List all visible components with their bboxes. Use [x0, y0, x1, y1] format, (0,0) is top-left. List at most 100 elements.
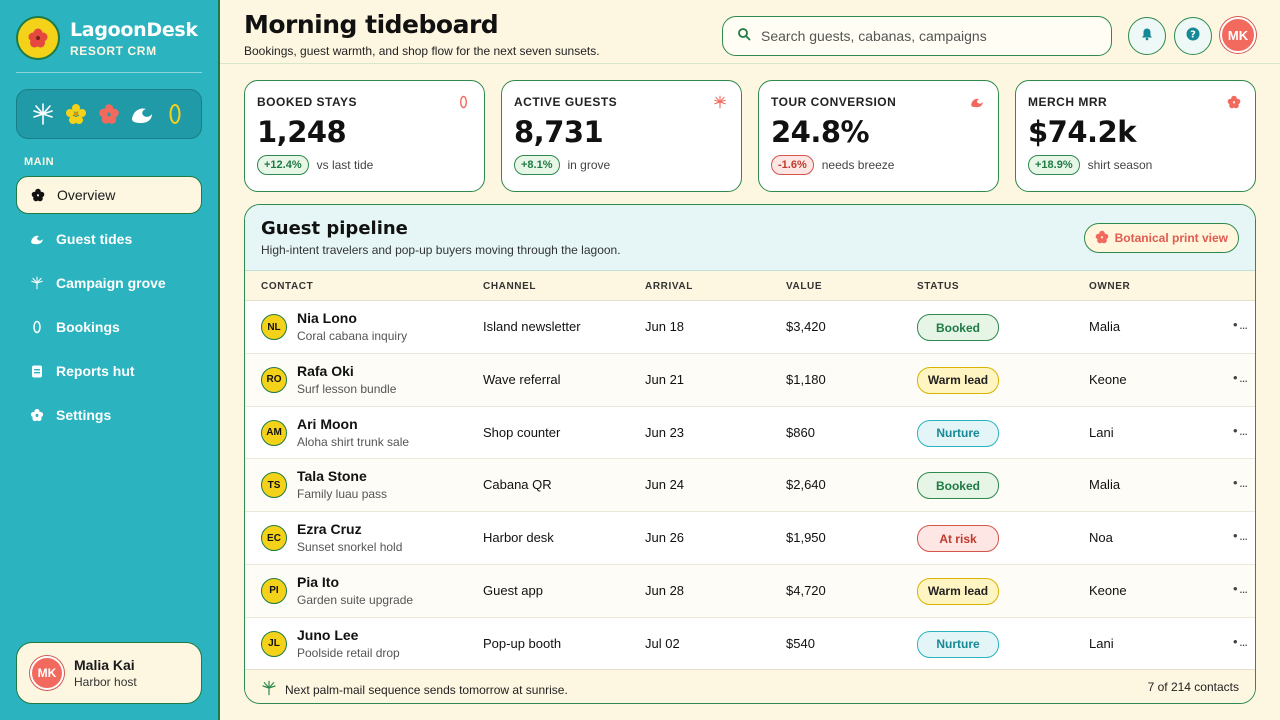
table-row[interactable]: EC Ezra Cruz Sunset snorkel hold Harbor …	[245, 512, 1255, 565]
table-row[interactable]: TS Tala Stone Family luau pass Cabana QR…	[245, 459, 1255, 513]
value-cell: $860	[786, 424, 815, 440]
value-cell: $4,720	[786, 582, 826, 598]
contact-detail: Coral cabana inquiry	[297, 329, 408, 343]
search-input[interactable]	[761, 28, 1081, 44]
kpi-label: ACTIVE GUESTS	[514, 95, 618, 109]
notifications-button[interactable]	[1128, 17, 1166, 55]
leaf-icon[interactable]	[163, 102, 187, 126]
user-name: Malia Kai	[74, 657, 135, 673]
arrival-cell: Jun 21	[645, 371, 685, 387]
status-badge: At risk	[917, 525, 999, 553]
panel-header: Guest pipeline High-intent travelers and…	[245, 205, 1255, 271]
row-more-menu-icon[interactable]: • ...	[1233, 528, 1248, 544]
sidebar-item-settings[interactable]: Settings	[16, 396, 202, 434]
contact-avatar: JL	[261, 630, 287, 657]
value-cell: $1,180	[786, 371, 826, 387]
column-header-contact[interactable]: CONTACT	[261, 281, 314, 292]
row-more-menu-icon[interactable]: • ...	[1233, 633, 1248, 649]
sidebar-item-guest-tides[interactable]: Guest tides	[16, 220, 202, 258]
avatar: MK	[30, 656, 64, 690]
status-badge: Nurture	[917, 419, 999, 447]
svg-text:?: ?	[1190, 29, 1196, 40]
table-row[interactable]: RO Rafa Oki Surf lesson bundle Wave refe…	[245, 353, 1255, 407]
panel-title: Guest pipeline	[261, 218, 408, 239]
contact-name[interactable]: Ezra Cruz	[297, 521, 362, 538]
sidebar-item-label: Bookings	[56, 319, 120, 335]
contact-name[interactable]: Juno Lee	[297, 626, 359, 643]
value-cell: $540	[786, 635, 815, 651]
status-badge: Booked	[917, 472, 999, 500]
brand[interactable]: LagoonDesk RESORT CRM	[16, 16, 198, 60]
column-header-channel[interactable]: CHANNEL	[483, 281, 537, 292]
column-header-value[interactable]: VALUE	[786, 281, 823, 292]
hibiscus-icon	[1227, 95, 1241, 109]
sidebar-item-campaign-grove[interactable]: Campaign grove	[16, 264, 202, 302]
icon-strip	[16, 89, 202, 139]
column-header-arrival[interactable]: ARRIVAL	[645, 281, 693, 292]
contact-name[interactable]: Pia Ito	[297, 573, 340, 590]
kpi-note: needs breeze	[821, 158, 895, 172]
row-more-menu-icon[interactable]: • ...	[1233, 475, 1248, 491]
owner-cell: Malia	[1089, 477, 1121, 493]
arrival-cell: Jun 18	[645, 319, 685, 334]
status-badge: Warm lead	[917, 577, 999, 605]
kpi-value: $74.2k	[1028, 115, 1137, 149]
sidebar-item-bookings[interactable]: Bookings	[16, 308, 202, 346]
contact-detail: Family luau pass	[297, 487, 388, 502]
table-row[interactable]: NL Nia Lono Coral cabana inquiry Island …	[245, 301, 1255, 354]
arrival-cell: Jun 28	[645, 582, 685, 598]
kpi-card-active-guests[interactable]: ACTIVE GUESTS 8,731 +8.1% in grove	[501, 80, 742, 192]
contact-name[interactable]: Rafa Oki	[297, 362, 354, 379]
palm-icon[interactable]	[31, 102, 55, 126]
contact-detail: Garden suite upgrade	[297, 592, 414, 607]
value-cell: $3,420	[786, 319, 826, 334]
row-more-menu-icon[interactable]: • ...	[1233, 369, 1248, 385]
sidebar-item-overview[interactable]: Overview	[16, 176, 202, 214]
plumeria-icon[interactable]	[64, 102, 88, 126]
contact-name[interactable]: Nia Lono	[297, 310, 357, 326]
table-row[interactable]: AM Ari Moon Aloha shirt trunk sale Shop …	[245, 407, 1255, 460]
contact-name[interactable]: Tala Stone	[297, 468, 367, 485]
user-card[interactable]: MK Malia Kai Harbor host	[16, 642, 202, 704]
column-header-owner[interactable]: OWNER	[1089, 281, 1131, 292]
kpi-card-booked-stays[interactable]: BOOKED STAYS 1,248 +12.4% vs last tide	[244, 80, 485, 192]
table-row[interactable]: PI Pia Ito Garden suite upgrade Guest ap…	[245, 564, 1255, 618]
panel-subtitle: High-intent travelers and pop-up buyers …	[261, 243, 621, 257]
palm-icon	[713, 95, 727, 109]
contact-avatar: PI	[261, 577, 287, 604]
hibiscus-icon[interactable]	[97, 102, 121, 126]
status-badge: Booked	[917, 314, 999, 341]
kpi-card-tour-conversion[interactable]: TOUR CONVERSION 24.8% -1.6% needs breeze	[758, 80, 999, 192]
kpi-card-merch-mrr[interactable]: MERCH MRR $74.2k +18.9% shirt season	[1015, 80, 1256, 192]
kpi-value: 8,731	[514, 115, 604, 149]
contact-avatar: NL	[261, 314, 287, 340]
leaf-icon	[456, 95, 470, 109]
contact-detail: Surf lesson bundle	[297, 381, 397, 396]
row-more-menu-icon[interactable]: • ...	[1233, 580, 1248, 596]
contact-detail: Aloha shirt trunk sale	[297, 434, 410, 449]
sidebar-item-reports-hut[interactable]: Reports hut	[16, 352, 202, 390]
wave-icon	[30, 232, 44, 246]
sidebar-nav: Overview Guest tides Campaign grove Book…	[16, 176, 202, 440]
user-avatar-button[interactable]: MK	[1220, 17, 1256, 53]
search-bar[interactable]	[722, 16, 1112, 56]
hibiscus-icon	[1095, 230, 1109, 247]
row-more-menu-icon[interactable]: • ...	[1233, 422, 1248, 438]
status-badge: Warm lead	[917, 366, 999, 394]
contact-name[interactable]: Ari Moon	[297, 415, 358, 432]
arrival-cell: Jul 02	[645, 635, 680, 651]
sidebar-item-label: Overview	[57, 187, 116, 203]
bell-icon	[1140, 27, 1154, 46]
contact-avatar: EC	[261, 525, 287, 552]
help-button[interactable]: ?	[1174, 17, 1212, 55]
wave-icon[interactable]	[130, 102, 154, 126]
page-subtitle: Bookings, guest warmth, and shop flow fo…	[244, 44, 600, 58]
kpi-delta-badge: +18.9%	[1028, 155, 1080, 175]
row-more-menu-icon[interactable]: • ...	[1233, 317, 1248, 332]
table-row[interactable]: JL Juno Lee Poolside retail drop Pop-up …	[245, 618, 1255, 671]
botanical-print-button[interactable]: Botanical print view	[1083, 223, 1239, 253]
divider	[16, 72, 202, 73]
brand-subtitle: RESORT CRM	[70, 43, 157, 58]
column-header-status[interactable]: STATUS	[917, 281, 960, 292]
status-badge: Nurture	[917, 630, 999, 658]
